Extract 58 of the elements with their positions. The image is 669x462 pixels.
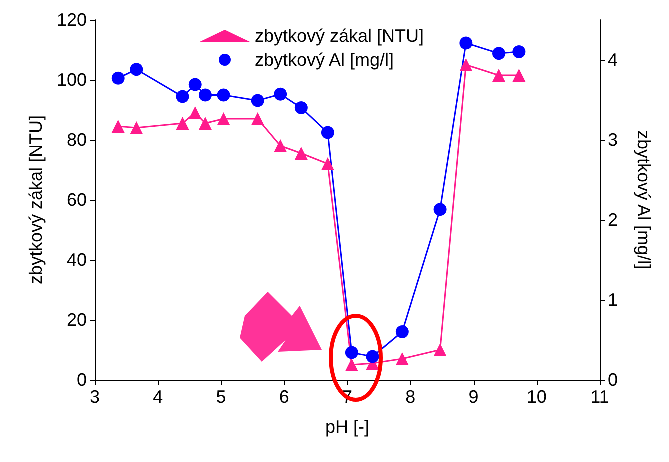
point xyxy=(112,72,125,85)
x-tick-label: 9 xyxy=(468,387,479,407)
x-tick-label: 11 xyxy=(590,387,610,407)
y2-tick-label: 4 xyxy=(608,50,618,70)
point xyxy=(217,112,230,126)
y2-tick-label: 1 xyxy=(608,290,618,310)
y-tick-label: 60 xyxy=(66,190,87,210)
point xyxy=(188,106,202,120)
point xyxy=(396,326,409,338)
x-tick-label: 6 xyxy=(279,387,290,407)
point xyxy=(512,69,526,82)
point xyxy=(345,346,358,360)
point xyxy=(460,36,473,50)
point xyxy=(396,352,409,366)
point xyxy=(198,88,212,102)
point xyxy=(460,58,473,72)
legend-label: zbytkový zákal [NTU] xyxy=(255,26,424,46)
x-tick-label: 8 xyxy=(406,387,416,407)
point xyxy=(130,122,144,134)
point xyxy=(274,140,288,152)
point xyxy=(251,112,264,126)
y-tick-label: 20 xyxy=(66,310,87,330)
point xyxy=(130,63,144,76)
point xyxy=(492,47,506,60)
legend-label: zbytkový Al [mg/l] xyxy=(255,50,394,70)
x-tick-label: 3 xyxy=(90,387,100,407)
x-axis-title: pH [-] xyxy=(325,417,370,437)
point xyxy=(345,358,358,372)
y2-tick-label: 2 xyxy=(608,210,618,230)
point xyxy=(188,78,202,92)
point xyxy=(176,90,190,104)
point xyxy=(321,126,334,140)
point xyxy=(294,102,308,114)
point xyxy=(112,120,125,133)
y-axis-title: zbytkový zákal [NTU] xyxy=(26,115,46,285)
point xyxy=(366,350,380,364)
y-tick-label: 40 xyxy=(66,250,87,270)
point xyxy=(217,88,230,102)
point xyxy=(434,344,447,356)
y2-tick-label: 3 xyxy=(608,130,618,150)
point xyxy=(251,94,264,108)
point xyxy=(294,147,308,160)
x-tick-label: 5 xyxy=(216,387,226,407)
point xyxy=(434,203,447,216)
point xyxy=(176,117,190,130)
x-tick-label: 4 xyxy=(153,387,164,407)
y2-axis-title: zbytkový Al [mg/l] xyxy=(634,130,654,270)
point xyxy=(512,46,526,58)
point xyxy=(492,69,506,82)
y-tick-label: 0 xyxy=(76,370,87,390)
point xyxy=(198,117,212,130)
y-tick-label: 100 xyxy=(56,70,87,90)
x-tick-label: 10 xyxy=(526,387,547,407)
point xyxy=(321,158,334,170)
y2-tick-label: 0 xyxy=(608,370,618,390)
y-tick-label: 80 xyxy=(66,130,87,150)
y-tick-label: 120 xyxy=(56,10,87,30)
point xyxy=(274,88,288,101)
